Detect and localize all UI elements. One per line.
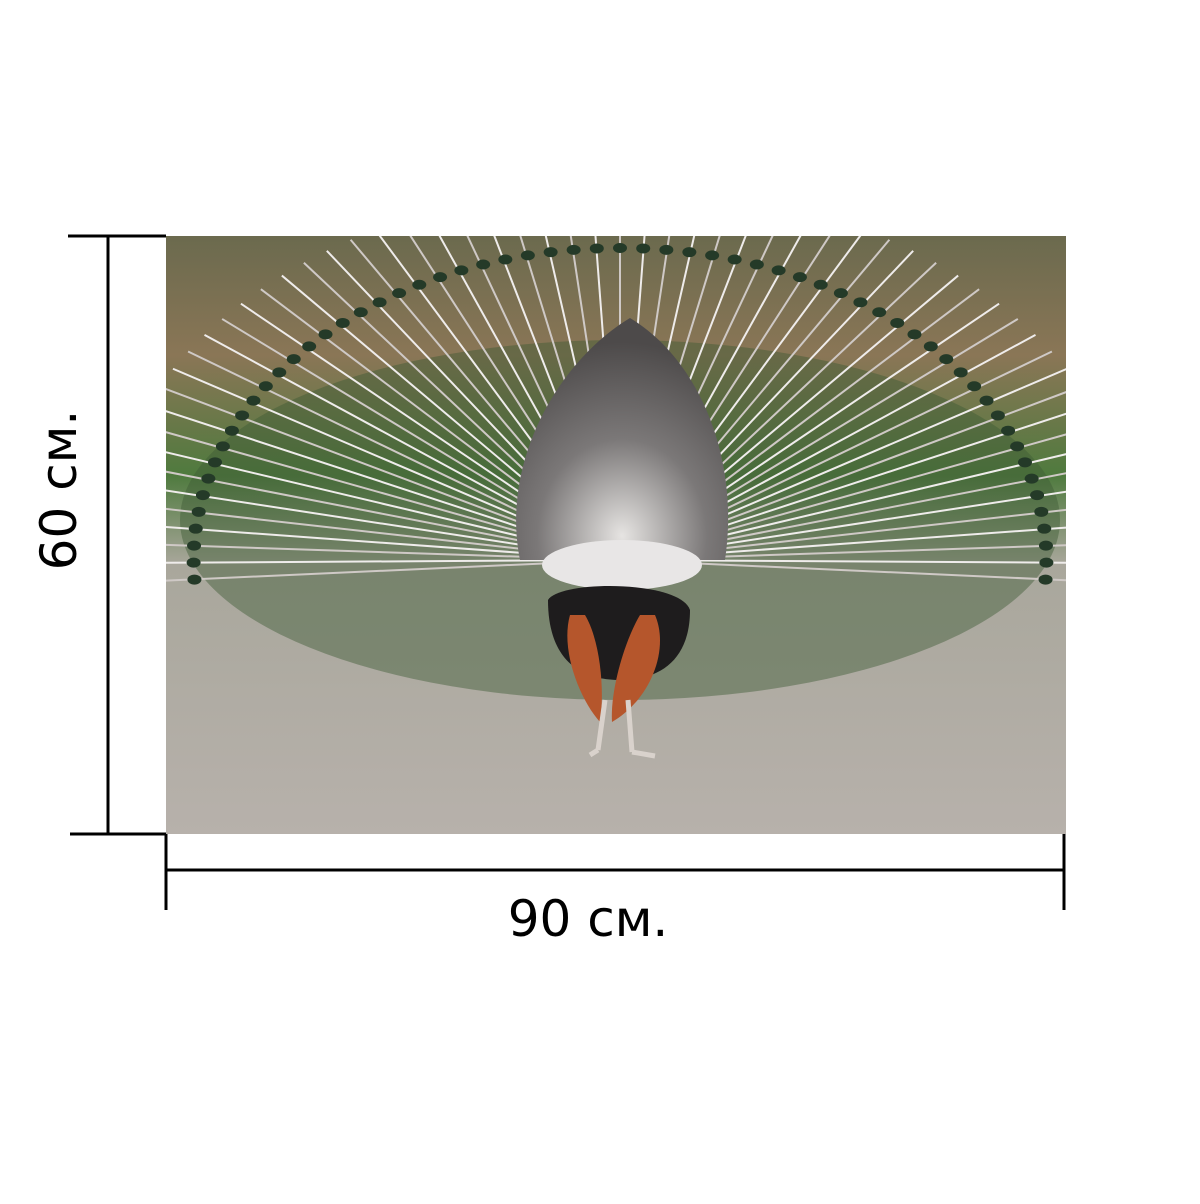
feather-eye xyxy=(195,490,210,501)
feather-eye xyxy=(1030,490,1045,501)
feather-eye xyxy=(872,307,887,318)
height-label: 60 см. xyxy=(30,410,88,571)
feather-eye xyxy=(188,523,203,534)
feather-eye xyxy=(201,473,216,484)
feather-eye xyxy=(1038,540,1053,551)
feather-eye xyxy=(1001,425,1016,436)
feather-eye xyxy=(372,297,387,308)
feather-eye xyxy=(979,395,994,406)
width-label: 90 см. xyxy=(508,890,669,948)
feather-eye xyxy=(749,259,764,270)
feather-eye xyxy=(853,297,868,308)
feather-eye xyxy=(353,307,368,318)
feather-eye xyxy=(1038,574,1053,585)
feather-eye xyxy=(566,244,581,255)
feather-eye xyxy=(258,381,273,392)
feather-eye xyxy=(335,317,350,328)
feather-eye xyxy=(302,341,317,352)
feather-eye xyxy=(187,540,202,551)
photo xyxy=(166,236,1066,834)
feather-eye xyxy=(1010,441,1025,452)
feather-eye xyxy=(1037,523,1052,534)
feather-eye xyxy=(771,265,786,276)
feather-eye xyxy=(613,243,627,253)
feather-eye xyxy=(454,265,469,276)
feather-eye xyxy=(939,354,954,365)
feather-eye xyxy=(833,288,848,299)
feather-eye xyxy=(589,243,604,254)
feather-eye xyxy=(520,250,535,261)
left-wing xyxy=(567,615,602,722)
legs xyxy=(588,699,656,759)
feather-eye xyxy=(476,259,491,270)
feather-eye xyxy=(953,367,968,378)
feather-eye xyxy=(967,381,982,392)
feather-eye xyxy=(1024,473,1039,484)
feather-eye xyxy=(498,254,513,265)
feather-eye xyxy=(186,557,201,568)
feather-eye xyxy=(907,329,922,340)
feather-eye xyxy=(392,288,407,299)
feather-eye xyxy=(636,243,651,254)
feather-eye xyxy=(1017,457,1032,468)
feather-eye xyxy=(659,244,674,255)
feather-eye xyxy=(272,367,287,378)
feather-eye xyxy=(191,506,206,517)
feather-eye xyxy=(412,279,427,290)
feather-eye xyxy=(682,247,697,258)
feather-eye xyxy=(543,247,558,258)
feather-eye xyxy=(187,574,202,585)
feather-eye xyxy=(318,329,333,340)
feather-eye xyxy=(224,425,239,436)
right-wing xyxy=(611,615,661,722)
feather-eye xyxy=(890,317,905,328)
dimension-lines xyxy=(68,234,1066,910)
white-puff xyxy=(542,540,702,590)
feather-eye xyxy=(813,279,828,290)
feather-eye xyxy=(246,395,261,406)
feather-eye xyxy=(286,354,301,365)
feather-eye xyxy=(1039,557,1054,568)
tail-fan xyxy=(516,318,729,560)
feather-eye xyxy=(990,410,1005,421)
feather-eye xyxy=(235,410,250,421)
feather-eye xyxy=(215,441,230,452)
feather-eye xyxy=(792,272,807,283)
feather-eye xyxy=(1034,506,1049,517)
feather-eye xyxy=(208,457,223,468)
feather-eye xyxy=(705,250,720,261)
feather-eye xyxy=(433,272,448,283)
feather-eye xyxy=(727,254,742,265)
feather-eye xyxy=(923,341,938,352)
